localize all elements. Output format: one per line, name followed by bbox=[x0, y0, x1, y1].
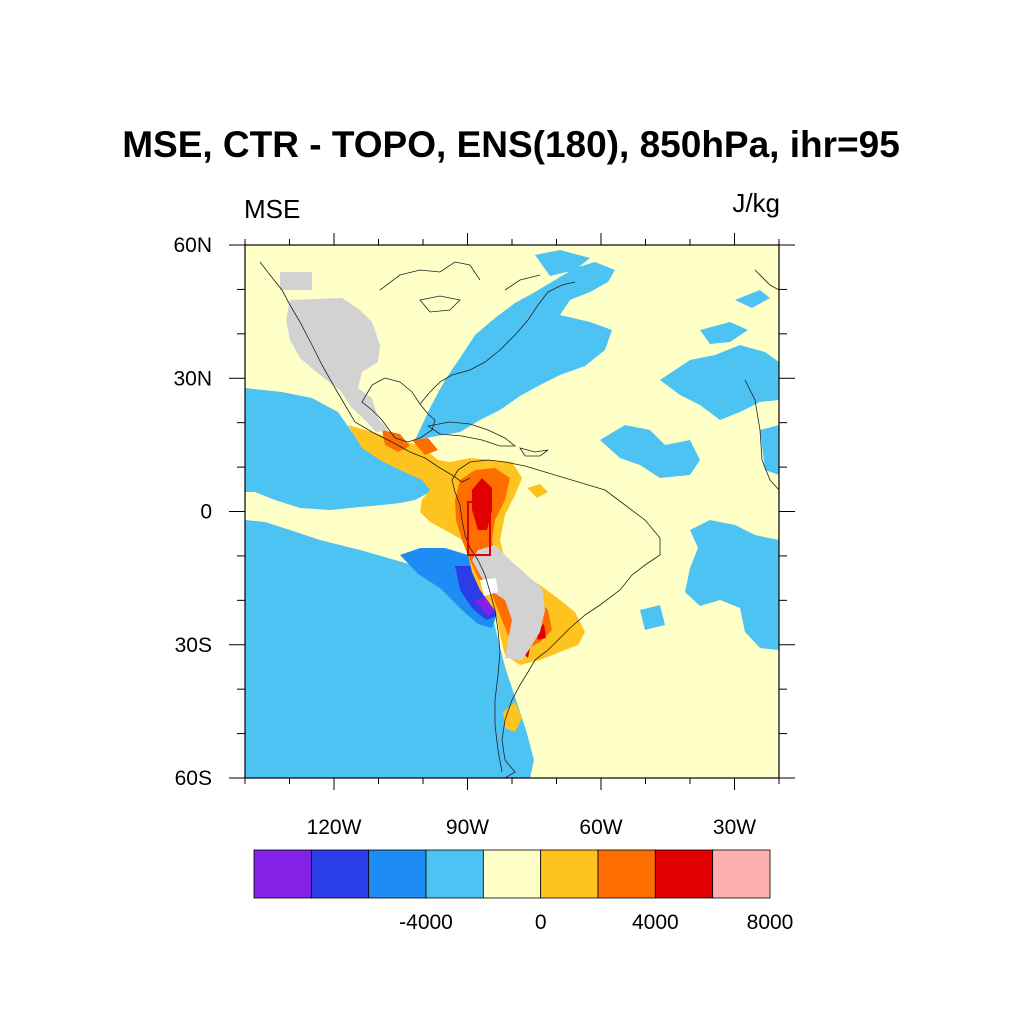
left-subtitle: MSE bbox=[244, 194, 300, 224]
field-andes-plus6000 bbox=[472, 478, 546, 658]
colorbar-swatch bbox=[425, 849, 484, 899]
colorbar-label: 4000 bbox=[632, 911, 679, 934]
colorbar-swatch bbox=[712, 849, 771, 899]
y-tick-labels: 60N 30N 0 30S 60S bbox=[173, 234, 212, 790]
colorbar-swatch bbox=[368, 849, 427, 899]
colorbar-swatch bbox=[310, 849, 370, 899]
map-panel: 60N 30N 0 30S 60S 120W 90W 60W 30W bbox=[173, 233, 795, 839]
y-tick-label: 0 bbox=[200, 501, 212, 524]
colorbar-swatch bbox=[654, 849, 714, 899]
field-missing-white bbox=[480, 578, 498, 596]
colorbar-swatch bbox=[482, 849, 542, 899]
y-tick-label: 30N bbox=[173, 367, 212, 390]
colorbar-swatch bbox=[540, 849, 599, 899]
analysis-box bbox=[467, 501, 491, 556]
y-tick-label: 60S bbox=[175, 767, 212, 790]
colorbar-label: 0 bbox=[535, 911, 547, 934]
coastlines bbox=[259, 261, 779, 778]
x-tick-labels: 120W 90W 60W 30W bbox=[307, 816, 757, 839]
field-small-negative-blobs bbox=[245, 576, 312, 756]
y-tick-label: 30S bbox=[175, 634, 212, 657]
units-label: J/kg bbox=[732, 188, 780, 218]
colorbar-swatch bbox=[253, 849, 312, 899]
map-ticks bbox=[229, 233, 795, 790]
colorbar-labels: -4000 0 4000 8000 bbox=[399, 911, 793, 934]
x-tick-label: 90W bbox=[446, 816, 489, 839]
field-missing-terrain bbox=[280, 272, 545, 660]
field-atlantic-negative bbox=[415, 250, 615, 440]
field-pacific-negative bbox=[245, 388, 534, 778]
colorbar-swatch bbox=[597, 849, 656, 899]
x-tick-label: 120W bbox=[307, 816, 362, 839]
x-tick-label: 30W bbox=[713, 816, 756, 839]
colorbar-label: -4000 bbox=[399, 911, 453, 934]
contour-fields bbox=[245, 245, 779, 778]
x-tick-label: 60W bbox=[579, 816, 622, 839]
figure-title: MSE, CTR - TOPO, ENS(180), 850hPa, ihr=9… bbox=[122, 124, 900, 165]
y-tick-label: 60N bbox=[173, 234, 212, 257]
colorbar bbox=[253, 849, 771, 899]
field-eastatlantic-negative bbox=[600, 290, 779, 650]
colorbar-label: 8000 bbox=[747, 911, 794, 934]
